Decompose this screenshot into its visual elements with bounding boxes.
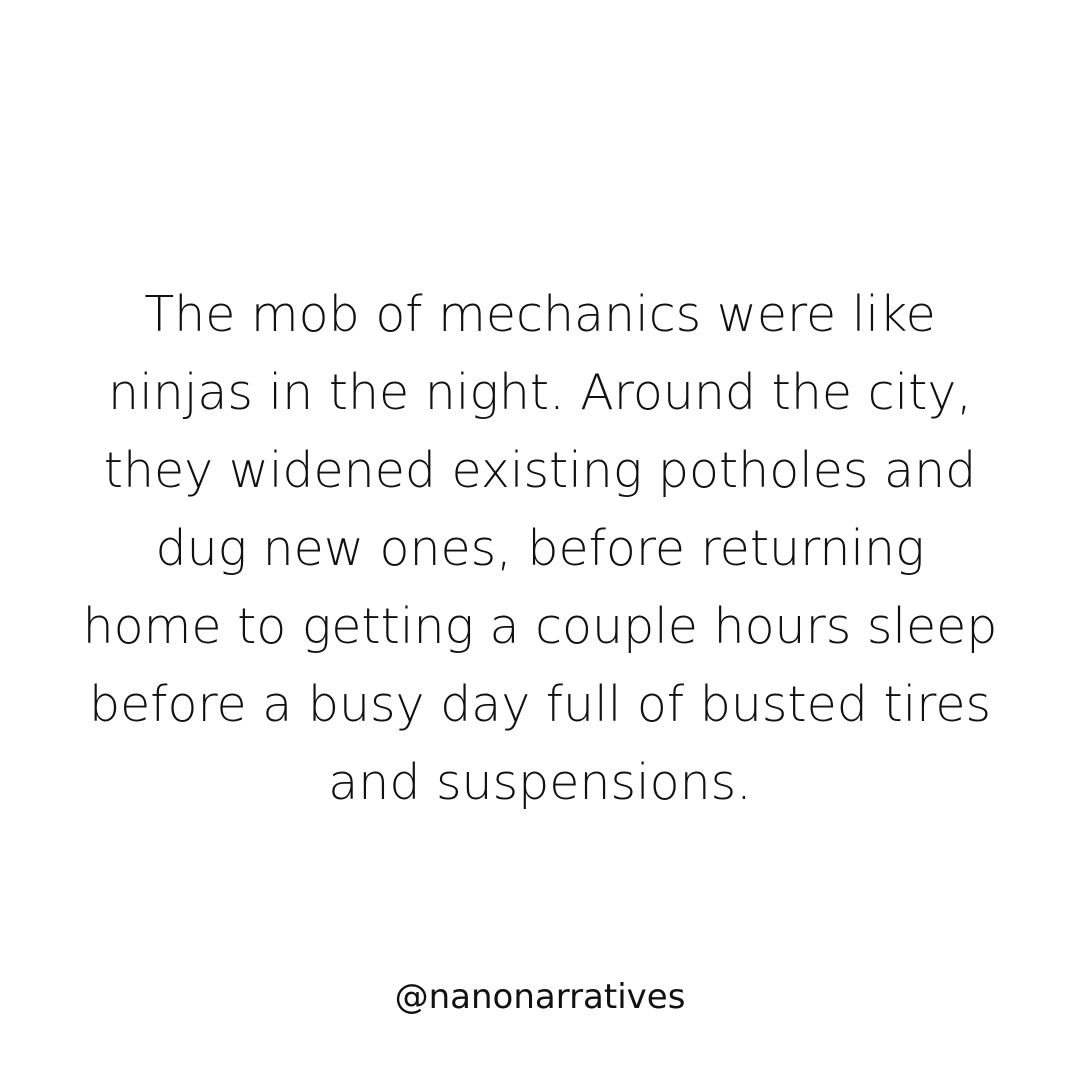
story-line-6: before a busy day full of busted tires bbox=[88, 676, 992, 733]
story-line-2: ninjas in the night. Around the city, bbox=[108, 364, 972, 421]
story-text: The mob of mechanics were like ninjas in… bbox=[40, 276, 1040, 822]
story-line-3: they widened existing potholes and bbox=[103, 442, 977, 499]
story-line-4: dug new ones, before returning bbox=[155, 520, 925, 577]
story-line-1: The mob of mechanics were like bbox=[144, 286, 936, 343]
story-line-5: home to getting a couple hours sleep bbox=[82, 598, 998, 655]
story-line-7: and suspensions. bbox=[328, 754, 752, 811]
author-handle: @nanonarratives bbox=[394, 977, 686, 1017]
